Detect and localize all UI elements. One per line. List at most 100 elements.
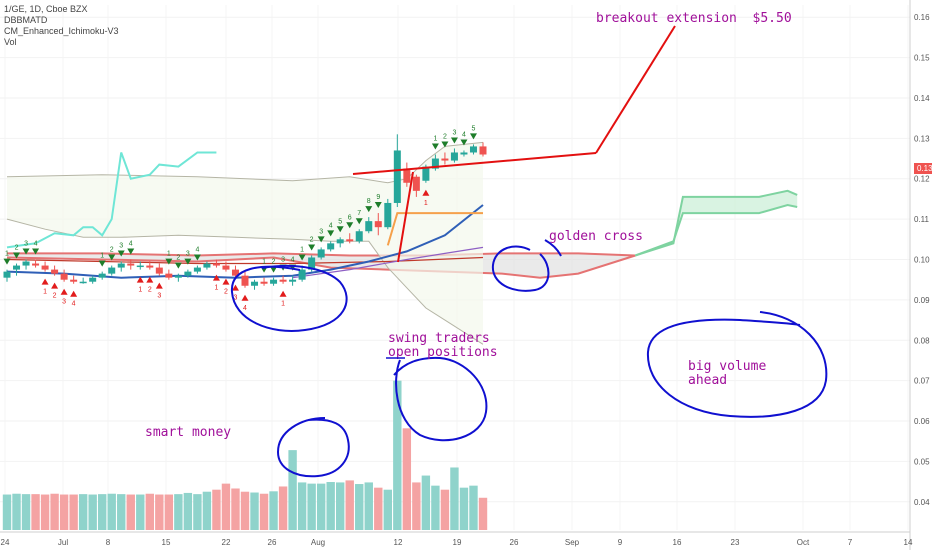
volume-bar bbox=[431, 485, 440, 530]
candle-body bbox=[479, 146, 487, 155]
candle-body bbox=[222, 265, 230, 270]
sell-signal-count: 1 bbox=[5, 251, 9, 258]
ma-red-line bbox=[6, 256, 484, 265]
price-tick-label: 0.09 bbox=[914, 296, 930, 305]
volume-bar bbox=[12, 493, 21, 530]
sell-signal-count: 3 bbox=[281, 257, 285, 264]
circle-smart-money[interactable] bbox=[276, 417, 350, 478]
sell-signal-triangle bbox=[365, 206, 373, 213]
legend-study-dbbmatd[interactable]: DBBMATD bbox=[4, 15, 48, 25]
buy-signal-count: 1 bbox=[424, 200, 428, 207]
candle-body bbox=[193, 267, 201, 272]
sell-signal-count: 4 bbox=[291, 257, 295, 264]
time-tick-label: 14 bbox=[904, 538, 913, 547]
time-tick-label: 22 bbox=[222, 538, 231, 547]
legend-symbol[interactable]: 1/GE, 1D, Cboe BZX bbox=[4, 4, 88, 14]
volume-bar bbox=[288, 450, 297, 530]
sell-signal-count: 7 bbox=[357, 210, 361, 217]
candle-body bbox=[346, 239, 354, 242]
sell-signal-count: 5 bbox=[472, 125, 476, 132]
volume-bar bbox=[212, 489, 221, 530]
buy-signal-count: 2 bbox=[148, 287, 152, 294]
candle-body bbox=[212, 263, 220, 266]
candle-body bbox=[231, 269, 239, 276]
candle-body bbox=[41, 265, 49, 270]
legend-study-volume[interactable]: Vol bbox=[4, 37, 17, 47]
volume-bar bbox=[326, 482, 335, 530]
volume-bar bbox=[40, 494, 50, 530]
bollinger-fill bbox=[7, 142, 483, 345]
time-axis[interactable]: 24 Jul 8 15 22 26 Aug 12 19 26 Sep 9 16 23 Oct 7 14 bbox=[0, 531, 913, 547]
price-axis[interactable]: 0.16 0.15 0.14 0.13 0.12 0.11 0.10 0.09 0.08 0.07… bbox=[909, 0, 930, 550]
annotation-smart-money[interactable]: smart money bbox=[145, 425, 231, 440]
candle-body bbox=[127, 263, 135, 266]
volume-bar bbox=[374, 487, 383, 530]
ichimoku-cloud-layer bbox=[6, 141, 798, 345]
annotation-swing-line2[interactable]: open positions bbox=[388, 345, 498, 360]
volume-bar bbox=[459, 487, 469, 530]
circle-swing-low[interactable] bbox=[230, 265, 348, 332]
candle-body bbox=[270, 279, 278, 284]
last-price-badge-text: 0.13 bbox=[917, 164, 932, 173]
circle-golden-cross[interactable] bbox=[491, 239, 562, 292]
buy-signal-count: 1 bbox=[281, 301, 285, 308]
volume-bar bbox=[174, 494, 183, 530]
buy-signal-triangle bbox=[422, 189, 430, 196]
chart-legend: 1/GE, 1D, Cboe BZX DBBMATD CM_Enhanced_I… bbox=[4, 4, 119, 48]
future-cloud bbox=[635, 190, 798, 256]
volume-bar bbox=[31, 494, 40, 530]
sell-signal-triangle bbox=[165, 258, 173, 265]
sell-signal-count: 2 bbox=[272, 259, 276, 266]
volume-bar bbox=[316, 483, 326, 530]
candle-body bbox=[327, 243, 335, 250]
candle-body bbox=[51, 269, 59, 274]
ma-purple-line bbox=[292, 246, 484, 279]
candle-body bbox=[3, 271, 11, 278]
buy-signal-triangle bbox=[136, 276, 144, 283]
candle-body bbox=[117, 263, 125, 268]
volume-bar bbox=[88, 494, 97, 530]
volume-bar bbox=[421, 475, 431, 530]
annotation-big-volume-line1[interactable]: big volume bbox=[688, 359, 766, 374]
buy-signal-triangle bbox=[222, 278, 230, 285]
volume-bar bbox=[478, 497, 488, 530]
sell-signal-count: 3 bbox=[452, 129, 456, 136]
buy-signal-triangle bbox=[70, 290, 78, 297]
sell-signal-count: 4 bbox=[129, 241, 133, 248]
future-span-b bbox=[634, 189, 798, 257]
candle-body bbox=[98, 273, 106, 278]
sell-signal-triangle bbox=[108, 254, 116, 261]
price-tick-label: 0.07 bbox=[914, 377, 930, 386]
buy-signal-count: 1 bbox=[214, 285, 218, 292]
breakout-candle-marker[interactable] bbox=[397, 171, 414, 263]
candle-body bbox=[365, 221, 373, 232]
annotation-swing-line1[interactable]: swing traders bbox=[388, 331, 490, 346]
circle-swing-volume[interactable] bbox=[393, 356, 488, 442]
sell-signal-triangle bbox=[327, 230, 335, 237]
time-tick-label: 26 bbox=[268, 538, 277, 547]
breakout-extension-line[interactable] bbox=[595, 25, 676, 154]
resistance-trendline[interactable] bbox=[352, 152, 597, 175]
sell-signal-triangle bbox=[298, 254, 306, 261]
volume-bar bbox=[50, 493, 59, 530]
candle-body bbox=[136, 265, 144, 268]
legend-study-ichimoku[interactable]: CM_Enhanced_Ichimoku-V3 bbox=[4, 26, 119, 36]
sell-signal-count: 2 bbox=[176, 255, 180, 262]
buy-signal-count: 3 bbox=[157, 293, 161, 300]
sell-signal-triangle bbox=[127, 248, 135, 255]
annotation-breakout[interactable]: breakout extension $5.50 bbox=[596, 11, 792, 26]
candle-body bbox=[174, 275, 182, 278]
annotation-golden-cross[interactable]: golden cross bbox=[549, 229, 643, 244]
buy-signal-count: 4 bbox=[243, 305, 247, 312]
time-tick-label: 12 bbox=[394, 538, 403, 547]
sell-signal-count: 6 bbox=[348, 214, 352, 221]
candle-body bbox=[241, 275, 249, 286]
circle-big-volume[interactable] bbox=[646, 311, 828, 418]
buy-signal-count: 2 bbox=[53, 293, 57, 300]
annotation-big-volume-line2[interactable]: ahead bbox=[688, 373, 727, 388]
sell-signal-count: 4 bbox=[34, 241, 38, 248]
bollinger-lower bbox=[6, 218, 484, 345]
time-tick-label: 7 bbox=[848, 538, 853, 547]
